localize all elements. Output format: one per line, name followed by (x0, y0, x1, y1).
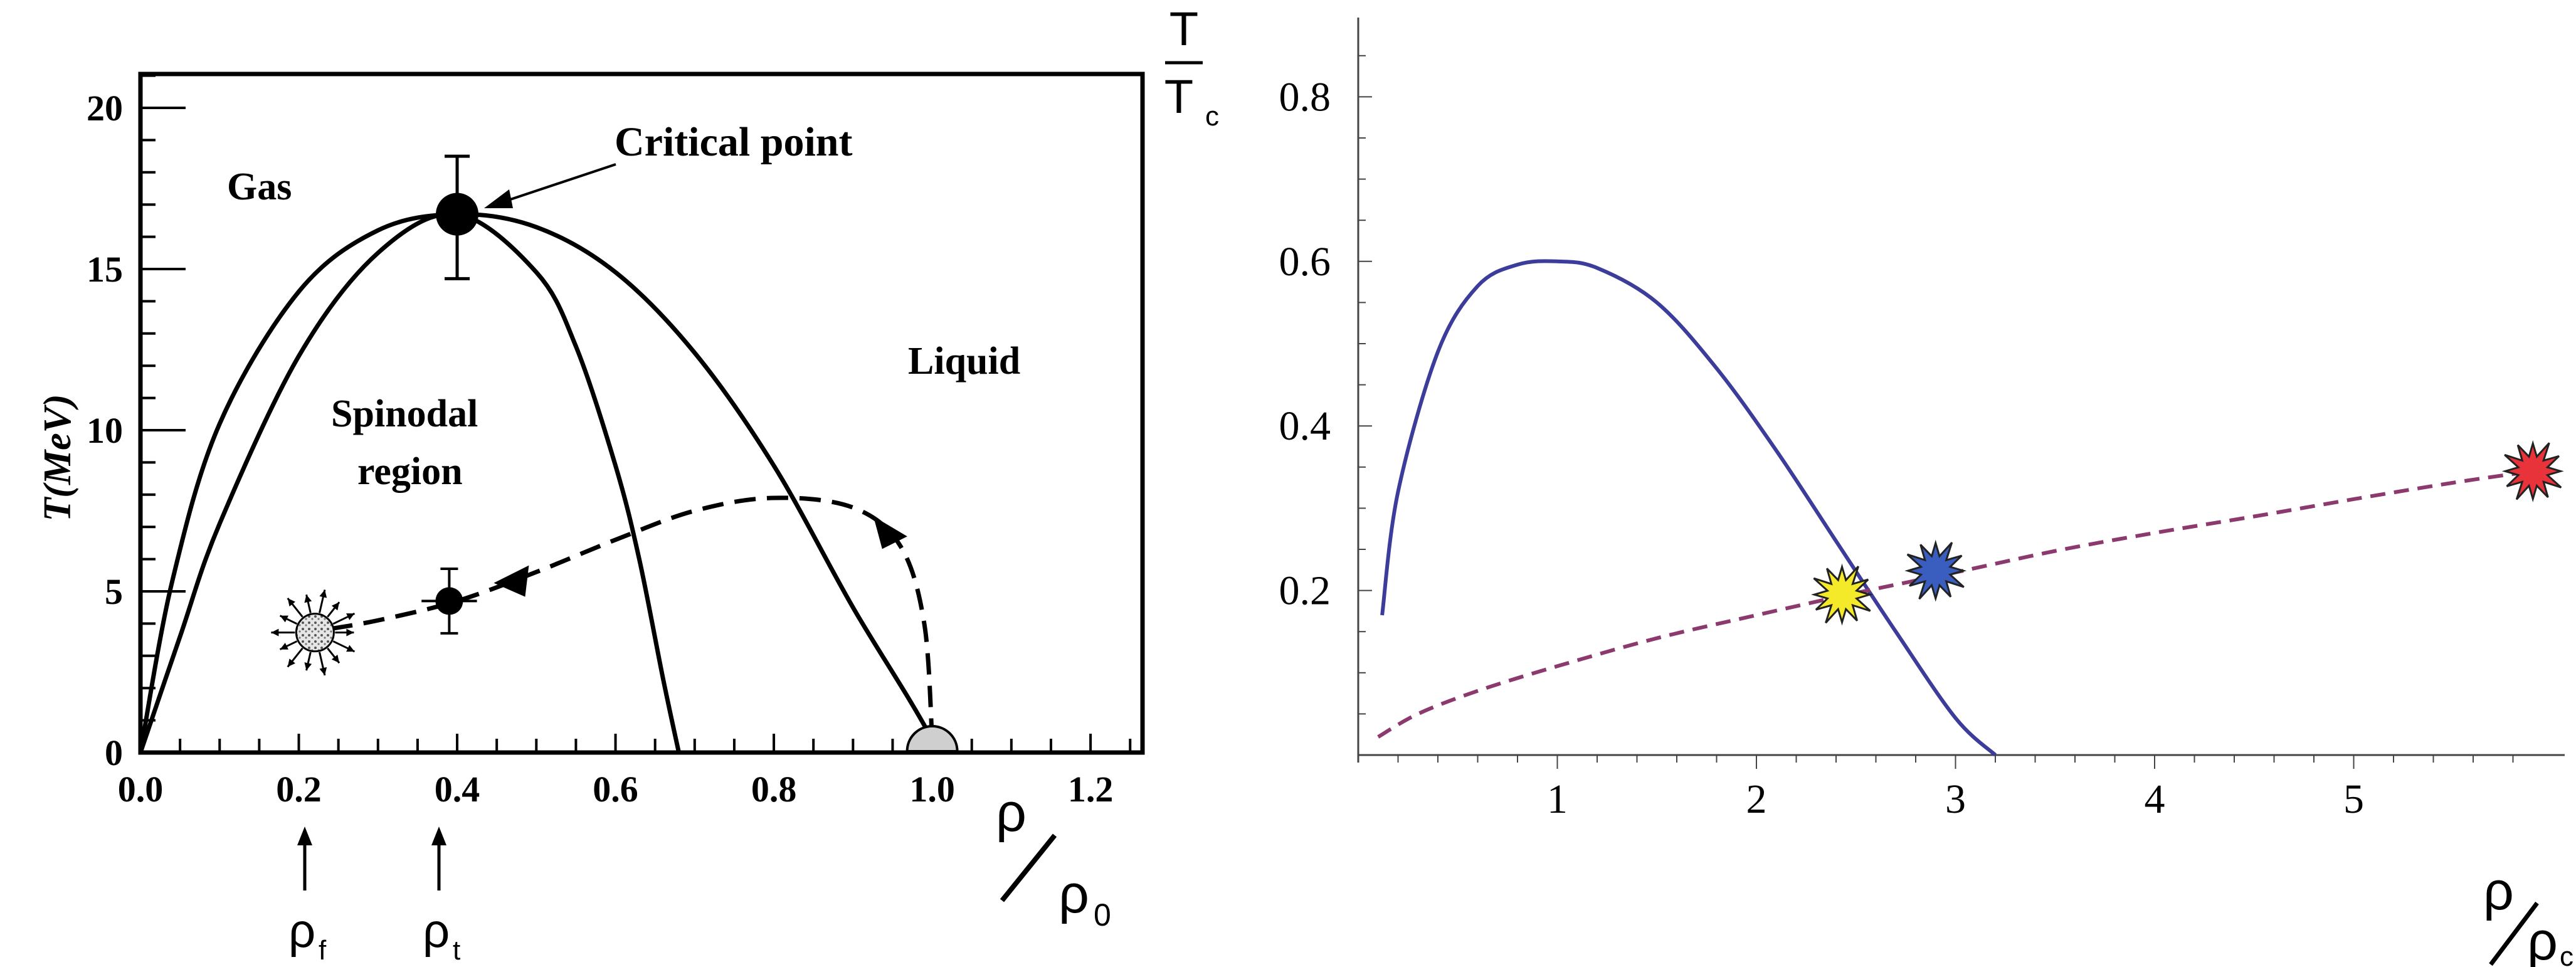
svg-text:ρ: ρ (996, 783, 1027, 843)
left-phase-diagram: 0.0 0.2 0.4 0.6 0.8 1.0 1.2 0 5 10 15 20 Gas Liquid… (36, 71, 1145, 966)
svg-text:ρ: ρ (1058, 864, 1089, 924)
rho-f-marker: ρ f (288, 827, 327, 966)
left-curves (140, 211, 942, 753)
left-y-tick-label: 5 (105, 571, 123, 612)
left-y-axis-label: T(MeV) (36, 394, 79, 521)
right-x-tick-label: 3 (1945, 776, 1966, 822)
gas-label: Gas (227, 166, 292, 208)
right-y-tick-label: 0.8 (1279, 74, 1331, 120)
left-y-tick-label: 20 (87, 88, 123, 129)
right-x-tick-label: 5 (2343, 776, 2364, 822)
rho-t-marker: ρ t (423, 827, 460, 966)
freezeout-fragment-arrowhead (280, 642, 288, 650)
left-points (271, 154, 959, 753)
left-y-tick-label: 15 (87, 249, 123, 290)
freezeout-fragment-arrowhead (331, 602, 340, 611)
right-coexistence-curve (1380, 259, 1997, 757)
critical-point-arrow-line (502, 163, 616, 203)
liquid-label: Liquid (908, 340, 1020, 383)
right-x-tick-label: 1 (1547, 776, 1568, 822)
freezeout-fragment-arrowhead (287, 658, 295, 667)
freezeout-fragment-arrowhead (346, 645, 355, 652)
left-x-tick-label: 0.0 (118, 769, 164, 810)
right-y-axis-label: T T c (1164, 3, 1219, 132)
svg-text:0: 0 (1094, 897, 1111, 933)
freezeout-fragment-arrowhead (331, 655, 340, 663)
right-x-tick-label: 4 (2145, 776, 2165, 822)
right-y-tick-label: 0.4 (1279, 403, 1331, 449)
red-star-marker (2501, 440, 2564, 502)
trajectory-arrowhead (873, 516, 907, 549)
left-x-axis-label: ρ ρ 0 (996, 783, 1111, 933)
freezeout-fragment-arrowhead (319, 667, 327, 675)
svg-text:ρ: ρ (288, 904, 315, 958)
right-axes (1357, 18, 2565, 769)
critical-point-marker (436, 193, 479, 236)
svg-text:ρ: ρ (2483, 861, 2514, 921)
right-curves (1377, 259, 2533, 757)
svg-text:ρ: ρ (423, 904, 450, 958)
critical-point-label: Critical point (615, 119, 852, 165)
yellow-star-marker (1811, 563, 1874, 626)
freezeout-fragment-arrowhead (319, 589, 327, 598)
svg-text:c: c (2560, 941, 2573, 967)
freezeout-fragment-arrowhead (346, 613, 355, 620)
freezeout-fragment-arrowhead (346, 628, 354, 637)
right-y-tick-label: 0.2 (1279, 568, 1331, 614)
svg-text:c: c (1205, 101, 1219, 132)
right-x-tick-label: 2 (1746, 776, 1767, 822)
left-tick-labels: 0.0 0.2 0.4 0.6 0.8 1.0 1.2 0 5 10 15 20 (87, 88, 1113, 810)
left-dashed-trajectory (322, 495, 935, 740)
transition-point-marker (435, 587, 463, 615)
blue-star-marker (1904, 539, 1967, 602)
left-x-tick-label: 0.8 (751, 769, 797, 810)
left-y-tick-label: 0 (105, 732, 123, 773)
right-y-tick-label: 0.6 (1279, 239, 1331, 285)
left-x-tick-label: 0.6 (593, 769, 638, 810)
freezeout-fragment-arrowhead (271, 628, 279, 637)
left-coexistence-curve (140, 212, 942, 753)
left-x-tick-label: 1.0 (909, 769, 955, 810)
svg-text:f: f (319, 935, 327, 966)
left-x-tick-label: 0.2 (276, 769, 322, 810)
freezeout-fragment-arrowhead (304, 662, 312, 671)
left-tick-marks (139, 74, 1132, 754)
right-tick-labels: 1 2 3 4 5 0.2 0.4 0.6 0.8 (1279, 74, 2365, 822)
right-star-markers (1811, 440, 2564, 626)
svg-text:T: T (1164, 70, 1193, 124)
right-phase-diagram: 1 2 3 4 5 0.2 0.4 0.6 0.8 T T c ρ ρ c (1164, 3, 2573, 967)
right-dashed-trajectory (1377, 469, 2533, 739)
left-x-tick-label: 0.4 (435, 769, 480, 810)
left-plot-frame (138, 71, 1145, 755)
right-x-axis-label: ρ ρ c (2483, 861, 2573, 967)
freezeout-fragment-arrowhead (280, 615, 288, 623)
svg-text:t: t (453, 935, 460, 966)
svg-text:T: T (1169, 3, 1198, 56)
svg-text:ρ: ρ (2527, 911, 2558, 967)
ground-state-marker (905, 725, 959, 753)
spinodal-label-line1: Spinodal (331, 393, 478, 435)
left-x-tick-label: 1.2 (1068, 769, 1114, 810)
freezeout-fragment-arrowhead (304, 594, 312, 603)
left-y-tick-label: 10 (87, 410, 123, 451)
critical-point-arrowhead (484, 189, 513, 208)
trajectory-arrowhead (494, 565, 529, 597)
spinodal-label-line2: region (357, 450, 463, 493)
freezeout-point-marker (295, 613, 335, 653)
freezeout-fragment-arrowhead (287, 598, 295, 607)
